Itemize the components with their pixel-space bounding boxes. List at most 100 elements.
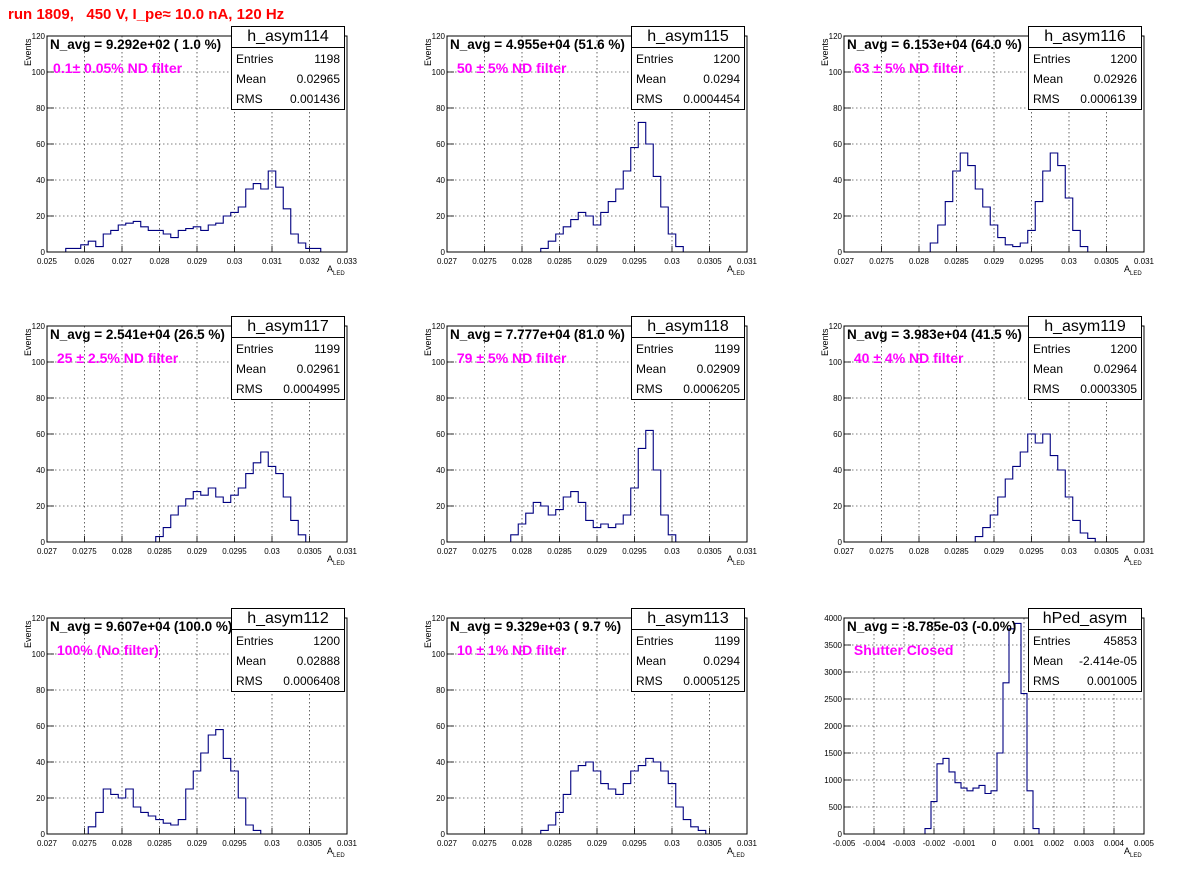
y-tick-label: 80	[36, 104, 45, 113]
histogram-bin	[949, 772, 955, 834]
x-tick-label: 0.0285	[547, 839, 572, 848]
histogram-bin	[998, 238, 1006, 252]
x-tick-label: 0.03	[264, 547, 280, 556]
histogram-name: h_asym119	[1029, 317, 1141, 338]
x-tick-label: 0.027	[437, 839, 458, 848]
histogram-bin	[126, 789, 134, 834]
y-tick-label: 0	[838, 248, 843, 257]
y-tick-label: 500	[829, 803, 843, 812]
stats-row-rms: RMS 0.0006205	[636, 379, 740, 399]
y-tick-label: 40	[833, 176, 842, 185]
histogram-bin	[133, 221, 141, 252]
stats-value: 0.02964	[1093, 362, 1137, 376]
histogram-bin	[201, 495, 209, 542]
x-axis-label-main: A	[327, 264, 334, 274]
stats-key: Entries	[1033, 342, 1071, 356]
histogram-bin	[973, 788, 979, 834]
histogram-bin	[938, 225, 946, 252]
x-tick-label: 0.004	[1104, 839, 1125, 848]
x-axis-label-main: A	[1124, 554, 1131, 564]
x-axis-label: ALED	[1124, 264, 1142, 277]
stats-row-entries: Entries 1200	[1033, 49, 1137, 69]
x-tick-label: 0	[992, 839, 997, 848]
x-tick-label: 0.0285	[147, 839, 172, 848]
histogram-bin	[103, 234, 111, 252]
histogram-bin	[548, 515, 556, 542]
x-axis-label-sub: LED	[1130, 852, 1142, 859]
filter-label: 100% (No filter)	[53, 642, 159, 658]
y-tick-label: 0	[41, 248, 46, 257]
x-tick-label: 0.027	[437, 257, 458, 266]
histogram-bin	[638, 448, 646, 542]
histogram-name: h_asym113	[632, 609, 744, 630]
histogram-bin	[979, 785, 985, 834]
histogram-bin	[646, 758, 654, 834]
stats-row-rms: RMS 0.0004454	[636, 89, 740, 109]
histogram-bin	[943, 758, 949, 834]
x-tick-label: 0.0295	[622, 839, 647, 848]
navg-label: N_avg = 4.955e+04 (51.6 %)	[450, 37, 625, 52]
histogram-bin	[126, 223, 134, 252]
stats-value: -2.414e-05	[1078, 654, 1137, 668]
histogram-bin	[571, 492, 579, 542]
x-tick-label: 0.027	[437, 547, 458, 556]
y-axis-label: Events	[23, 328, 33, 356]
stats-row-entries: Entries 45853	[1033, 631, 1137, 651]
y-tick-label: 40	[36, 176, 45, 185]
stats-key: Mean	[236, 654, 267, 668]
y-tick-label: 20	[833, 502, 842, 511]
histogram-bin	[1050, 456, 1058, 542]
x-tick-label: 0.031	[737, 839, 758, 848]
stats-value: 0.02965	[296, 72, 340, 86]
histogram-name: h_asym112	[232, 609, 344, 630]
stats-row-mean: Mean 0.02964	[1033, 359, 1137, 379]
histogram-plot: 0.027 0.0275 0.028 0.0285 0.029 0.0295 0.03 0.0…	[829, 32, 1155, 266]
histogram-bin	[253, 463, 261, 542]
histogram-bin	[103, 789, 111, 834]
stats-value: 0.001005	[1086, 674, 1137, 688]
histogram-bin	[1080, 533, 1088, 542]
x-axis-label-sub: LED	[1130, 270, 1142, 277]
histogram-bin	[578, 766, 586, 834]
histogram-bin	[616, 189, 624, 252]
y-axis-label: Events	[23, 38, 33, 66]
histogram-bin	[638, 122, 646, 252]
x-tick-label: 0.03	[264, 839, 280, 848]
histogram-bin	[283, 497, 291, 542]
y-tick-label: 40	[436, 466, 445, 475]
stats-key: RMS	[636, 382, 663, 396]
histogram-bin	[623, 515, 631, 542]
histogram-bin	[563, 794, 571, 834]
x-tick-label: 0.027	[112, 257, 133, 266]
histogram-bin	[223, 502, 231, 542]
histogram-bin	[960, 153, 968, 252]
stats-key: Mean	[636, 362, 667, 376]
y-tick-label: 60	[436, 140, 445, 149]
histogram-bin	[608, 789, 616, 834]
x-tick-label: 0.028	[909, 257, 930, 266]
x-tick-label: 0.0295	[622, 547, 647, 556]
navg-label: N_avg = 9.607e+04 (100.0 %)	[50, 619, 233, 634]
histogram-panel: 0.027 0.0275 0.028 0.0285 0.029 0.0295 0.03 0.0…	[400, 316, 760, 588]
x-tick-label: 0.031	[262, 257, 283, 266]
histogram-bin	[283, 209, 291, 252]
x-tick-label: -0.004	[863, 839, 886, 848]
y-tick-label: 120	[32, 322, 46, 331]
stats-key: Mean	[636, 654, 667, 668]
stats-value: 1199	[714, 342, 740, 356]
y-tick-label: 100	[829, 358, 843, 367]
stats-value: 1199	[314, 342, 340, 356]
y-tick-label: 100	[32, 358, 46, 367]
y-tick-label: 0	[838, 538, 843, 547]
stats-key: Entries	[236, 342, 274, 356]
x-axis-label: ALED	[727, 264, 745, 277]
stats-row-rms: RMS 0.0006408	[236, 671, 340, 691]
stats-key: RMS	[1033, 92, 1060, 106]
x-axis-label: ALED	[1124, 554, 1142, 567]
histogram-bin	[548, 825, 556, 834]
x-tick-label: 0.027	[834, 547, 855, 556]
plot-frame	[446, 617, 748, 835]
histogram-bin	[291, 234, 299, 252]
histogram-bin	[1013, 466, 1021, 542]
y-tick-label: 40	[436, 758, 445, 767]
